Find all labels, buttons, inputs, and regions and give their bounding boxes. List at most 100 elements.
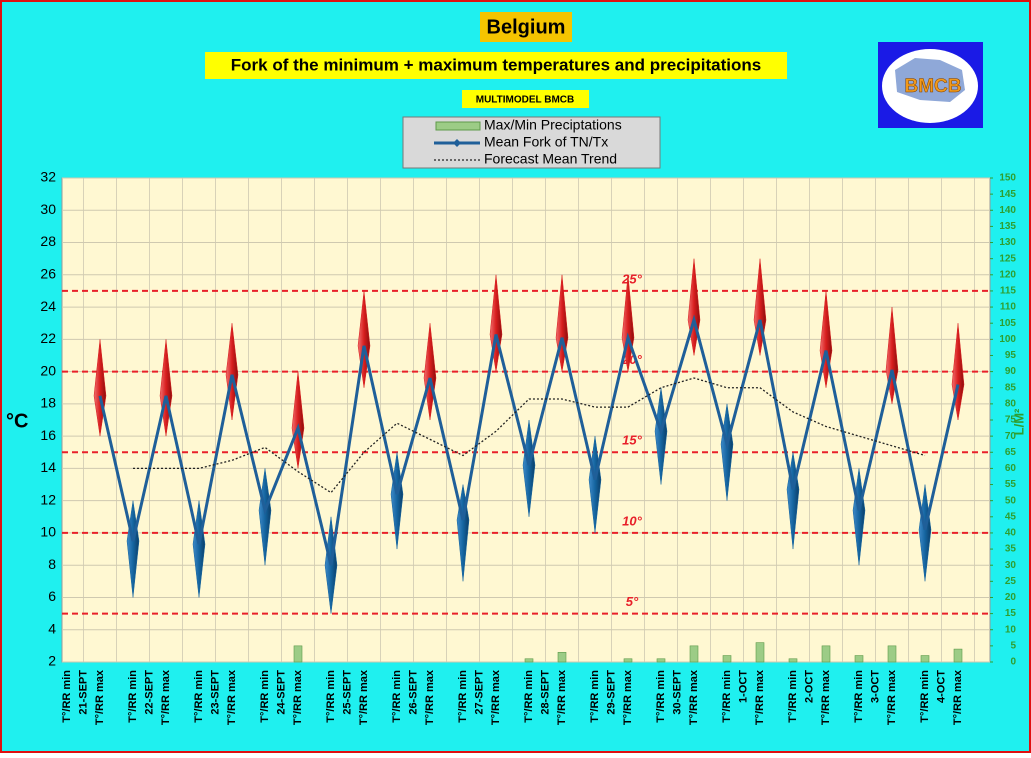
y-tick-label: 12 <box>40 491 56 507</box>
x-tick-label: T°/RR max <box>622 669 634 725</box>
x-tick-label: T°/RR min <box>325 670 337 723</box>
date-label: 26-SEPT <box>407 670 419 715</box>
title-box <box>480 12 572 42</box>
y2-tick-label: 150 <box>999 173 1016 184</box>
y-tick-label: 2 <box>48 653 56 669</box>
legend-swatch <box>435 121 481 131</box>
date-label: 21-SEPT <box>77 670 89 715</box>
date-label: 3-OCT <box>869 670 881 703</box>
date-label: 24-SEPT <box>275 670 287 715</box>
y-tick-label: 20 <box>40 362 56 378</box>
x-tick-label: T°/RR max <box>160 669 172 725</box>
x-tick-label: T°/RR max <box>820 669 832 725</box>
mean-line <box>98 314 960 566</box>
y2-tick-label: 70 <box>1005 431 1017 442</box>
y2-tick-label: 115 <box>1000 286 1017 297</box>
y2-tick-label: 0 <box>1010 657 1016 668</box>
x-tick-label: T°/RR min <box>259 670 271 723</box>
x-tick-label: T°/RR min <box>787 670 799 723</box>
x-tick-label: T°/RR min <box>457 670 469 723</box>
x-tick-label: T°/RR max <box>952 669 964 725</box>
x-tick-label: T°/RR max <box>556 669 568 725</box>
y-tick-label: 8 <box>48 556 56 572</box>
y2-tick-label: 110 <box>1000 302 1017 313</box>
y-tick-label: 32 <box>40 169 56 185</box>
legend-label: Mean Fork of TN/Tx <box>484 134 608 150</box>
y2-tick-label: 140 <box>999 205 1016 216</box>
date-label: 23-SEPT <box>209 670 221 715</box>
legend-swatch <box>453 139 461 147</box>
legend-label: Max/Min Preciptations <box>484 117 622 133</box>
x-tick-label: T°/RR max <box>886 669 898 725</box>
x-tick-label: T°/RR min <box>391 670 403 723</box>
date-label: 25-SEPT <box>341 670 353 715</box>
date-label: 22-SEPT <box>143 670 155 715</box>
y2-tick-label: 65 <box>1005 447 1017 458</box>
reference-label: 25° <box>621 271 642 286</box>
y2-tick-label: 10 <box>1005 624 1017 635</box>
legend-label: Forecast Mean Trend <box>484 151 617 167</box>
y-tick-label: 26 <box>40 266 56 282</box>
source-box <box>462 90 589 108</box>
y2-tick-label: 80 <box>1005 399 1017 410</box>
x-tick-label: T°/RR max <box>94 669 106 725</box>
y2-tick-label: 75 <box>1005 415 1017 426</box>
y2-tick-label: 130 <box>999 237 1016 248</box>
y2-tick-label: 135 <box>999 221 1016 232</box>
date-label: 28-SEPT <box>539 670 551 715</box>
y-axis-title: °C <box>6 410 28 432</box>
y2-tick-label: 105 <box>999 318 1016 329</box>
reference-label: 5° <box>626 594 639 609</box>
y2-tick-label: 5 <box>1010 641 1016 652</box>
reference-label: 10° <box>622 513 642 528</box>
precip-bar <box>821 645 831 663</box>
y2-tick-label: 25 <box>1005 576 1017 587</box>
x-tick-label: T°/RR min <box>919 670 931 723</box>
precip-bar <box>656 658 666 663</box>
x-tick-label: T°/RR min <box>523 670 535 723</box>
y-tick-label: 6 <box>48 588 56 604</box>
source: MULTIMODEL BMCB <box>476 95 575 106</box>
x-tick-label: T°/RR min <box>721 670 733 723</box>
y-tick-label: 28 <box>40 233 56 249</box>
chart-subtitle: Fork of the minimum + maximum temperatur… <box>231 55 761 74</box>
precip-bar <box>722 655 732 663</box>
precip-bar <box>755 642 765 663</box>
subtitle-box <box>205 52 787 79</box>
y-tick-label: 10 <box>40 524 56 540</box>
y2-tick-label: 55 <box>1005 479 1017 490</box>
y-tick-label: 30 <box>40 201 56 217</box>
logo-text: BMCB <box>905 76 962 97</box>
date-label: 4-OCT <box>935 670 947 703</box>
y2-axis-title: L/M² <box>1011 408 1026 435</box>
precip-bar <box>887 645 897 663</box>
chart-title: Belgium <box>487 16 566 38</box>
y-tick-label: 14 <box>40 459 56 475</box>
trend-line <box>133 377 926 494</box>
date-label: 30-SEPT <box>671 670 683 715</box>
precip-bar <box>920 655 930 663</box>
precip-bar <box>623 658 633 663</box>
precip-bar <box>689 645 699 663</box>
y-tick-label: 24 <box>40 298 56 314</box>
precip-bar <box>557 652 567 663</box>
y2-tick-label: 20 <box>1005 592 1017 603</box>
date-label: 1-OCT <box>737 670 749 703</box>
x-tick-label: T°/RR min <box>589 670 601 723</box>
date-label: 2-OCT <box>803 670 815 703</box>
y2-tick-label: 15 <box>1005 608 1017 619</box>
reference-label: 15° <box>622 433 642 448</box>
y2-tick-label: 100 <box>999 334 1016 345</box>
x-tick-label: T°/RR max <box>226 669 238 725</box>
date-label: 27-SEPT <box>473 670 485 715</box>
x-tick-label: T°/RR max <box>424 669 436 725</box>
y2-tick-label: 90 <box>1005 366 1017 377</box>
x-tick-label: T°/RR min <box>853 670 865 723</box>
y2-tick-label: 40 <box>1005 528 1017 539</box>
date-label: 29-SEPT <box>605 670 617 715</box>
y-tick-label: 22 <box>40 330 56 346</box>
y-tick-label: 4 <box>48 620 56 636</box>
y2-tick-label: 95 <box>1005 350 1017 361</box>
y2-tick-label: 50 <box>1005 495 1017 506</box>
